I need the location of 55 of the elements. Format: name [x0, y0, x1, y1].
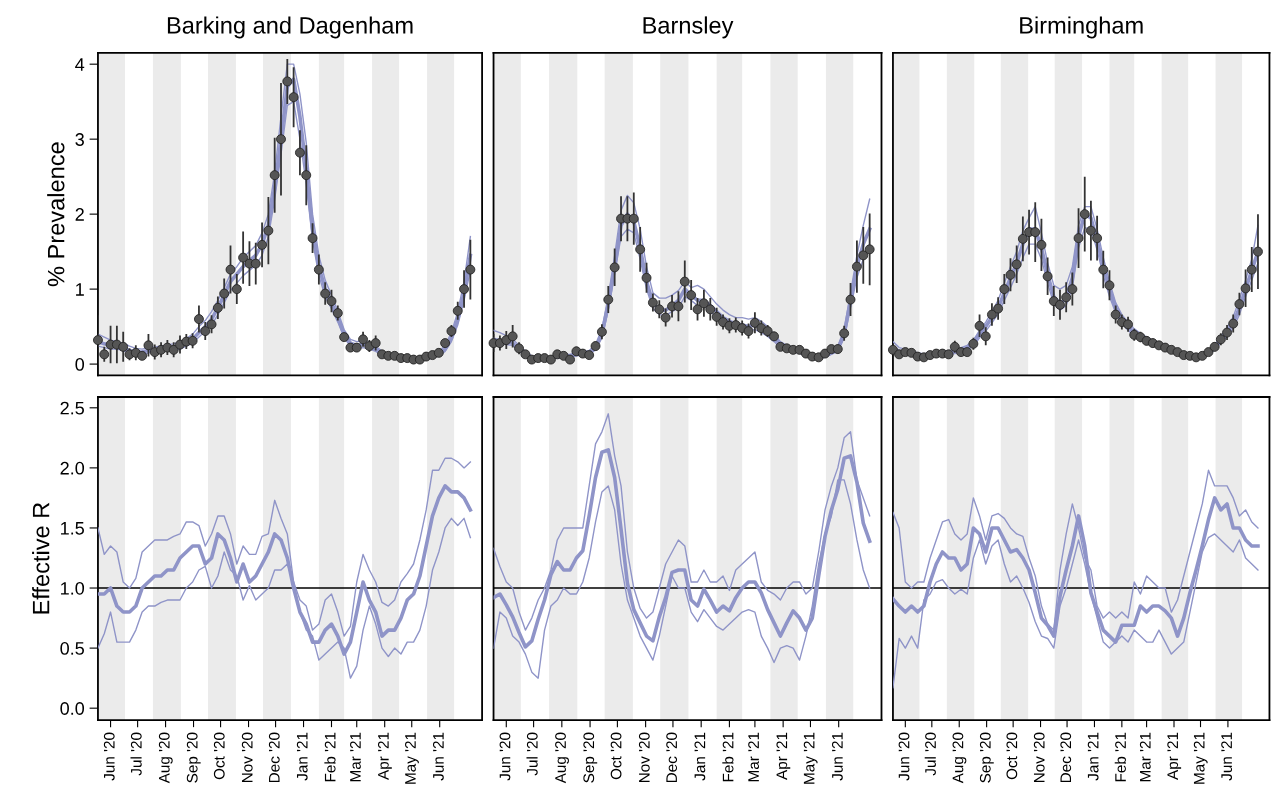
- x-tick-label: Oct '20: [610, 732, 622, 780]
- x-tick-label: Feb '21: [722, 732, 734, 782]
- y-tick-label: 1.0: [61, 581, 85, 595]
- x-tick-label: Mar '21: [748, 732, 760, 782]
- x-tick-label: Nov '20: [241, 732, 253, 783]
- x-tick-label: May '21: [803, 732, 818, 784]
- x-tick-label: Mar '21: [350, 732, 361, 782]
- x-tick-label: Sep '20: [583, 732, 598, 783]
- y-tick-label: 2: [75, 208, 84, 221]
- x-tick-label: Aug '20: [158, 732, 173, 784]
- x-tick-label: Feb '21: [324, 732, 336, 782]
- x-tick-label: Jun '21: [432, 732, 444, 781]
- y-tick-label: 1: [76, 283, 84, 296]
- x-tick-label: Aug '20: [952, 732, 967, 784]
- y-tick-label: 2.5: [60, 401, 84, 415]
- x-tick-label: Dec '20: [1060, 732, 1072, 783]
- x-tick-label: Mar '21: [1139, 732, 1151, 782]
- x-tick-label: Jan '21: [694, 732, 706, 781]
- x-tick-label: Jul '20: [526, 732, 538, 776]
- y-axis-title: % Prevalence: [47, 142, 65, 287]
- y-tick-label: 2.0: [60, 461, 85, 475]
- x-tick-label: Jun '21: [831, 732, 843, 781]
- chart-title: Barnsley: [643, 16, 734, 39]
- x-tick-label: Sep '20: [979, 732, 994, 783]
- x-tick-label: Sep '20: [186, 732, 201, 783]
- x-tick-label: Jan '21: [1087, 732, 1099, 781]
- x-tick-label: Jun '21: [1221, 732, 1233, 781]
- y-tick-label: 4: [75, 58, 85, 71]
- y-tick-label: 0: [75, 358, 85, 371]
- x-tick-label: Nov '20: [638, 732, 650, 783]
- x-tick-label: Nov '20: [1033, 732, 1045, 783]
- x-tick-label: Aug '20: [555, 732, 569, 784]
- chart-title: Birmingham: [1020, 16, 1143, 39]
- x-tick-label: Jun '20: [898, 732, 910, 781]
- x-tick-label: Dec '20: [268, 732, 280, 783]
- x-tick-label: Jun '20: [499, 732, 511, 781]
- y-tick-label: 3: [75, 133, 84, 146]
- x-tick-label: Apr '21: [1167, 732, 1182, 780]
- x-tick-label: Dec '20: [666, 732, 678, 783]
- x-tick-label: Jan '21: [296, 732, 308, 781]
- x-tick-label: Oct '20: [213, 732, 225, 780]
- chart-title: Barking and Dagenham: [167, 16, 413, 39]
- x-tick-label: Feb '21: [1114, 732, 1126, 782]
- x-tick-label: May '21: [1193, 732, 1208, 784]
- x-tick-label: May '21: [405, 732, 419, 784]
- x-tick-label: Jul '20: [130, 732, 142, 776]
- x-tick-label: Jul '20: [924, 732, 936, 776]
- y-tick-label: 1.5: [61, 522, 84, 535]
- x-tick-label: Apr '21: [377, 732, 392, 780]
- x-tick-label: Apr '21: [776, 732, 791, 780]
- y-axis-title: Effective R: [32, 502, 50, 614]
- y-tick-label: 0.0: [60, 702, 85, 715]
- x-tick-label: Oct '20: [1006, 732, 1018, 780]
- x-tick-label: Jun '20: [103, 732, 115, 781]
- y-tick-label: 0.5: [60, 642, 84, 655]
